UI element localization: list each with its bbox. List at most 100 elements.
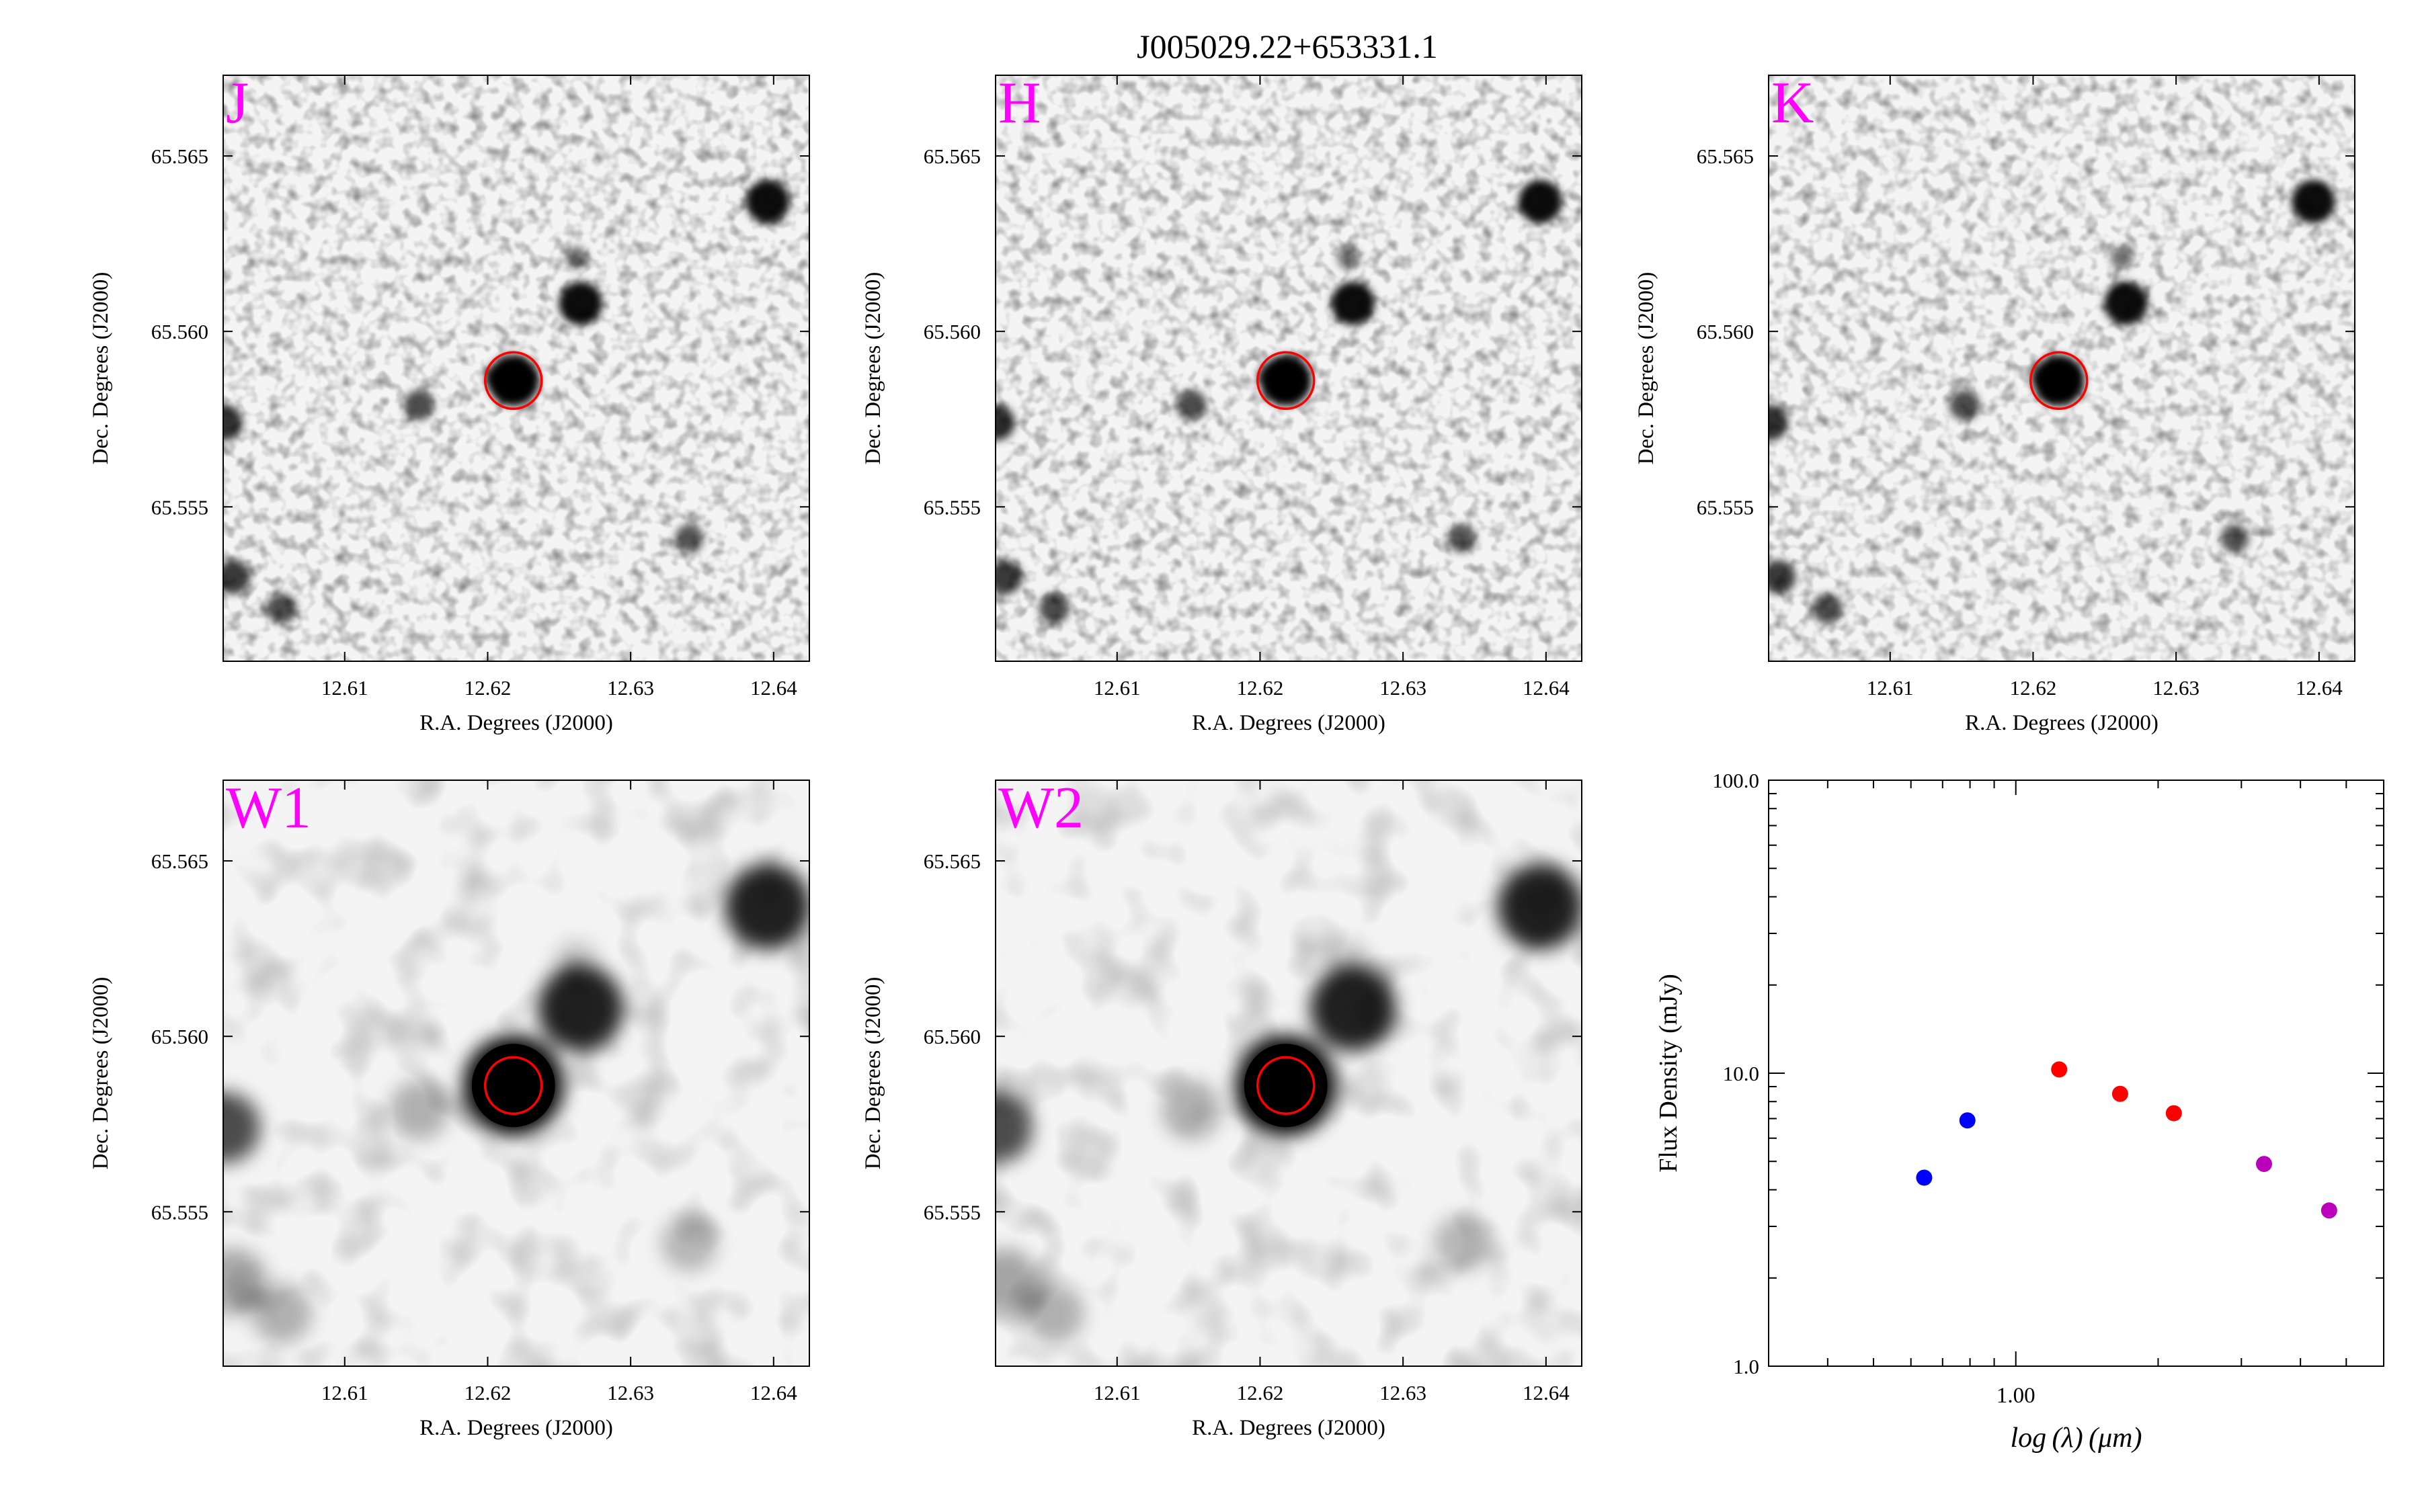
y-tick-label: 1.0 [1733, 1355, 1759, 1378]
cutout-image [996, 75, 1582, 661]
y-tick-label: 65.560 [924, 1025, 981, 1048]
band-label: K [1771, 71, 1814, 136]
sed-data-point [2255, 1156, 2272, 1173]
y-axis-label: Dec. Degrees (J2000) [89, 977, 113, 1170]
y-tick-label: 65.555 [151, 1200, 208, 1224]
x-tick-label: 12.62 [1237, 676, 1284, 700]
x-tick-label: 12.62 [1237, 1381, 1284, 1404]
star-source [996, 1091, 1033, 1163]
star-source [1497, 863, 1582, 950]
star-source [725, 863, 809, 950]
x-tick-label: 12.61 [321, 676, 368, 700]
x-axis-label: R.A. Degrees (J2000) [1192, 711, 1385, 735]
star-source [485, 362, 514, 392]
x-tick-label: 12.64 [1523, 1381, 1570, 1404]
cutout-panel-k: K 12.61 12.62 12.63 12.64 65.555 65.560 65.565 R… [1634, 71, 2355, 735]
x-tick-label: 12.63 [607, 1381, 654, 1404]
star-source [1176, 390, 1207, 421]
x-axis-label: R.A. Degrees (J2000) [1192, 1416, 1385, 1440]
y-tick-label: 65.560 [924, 320, 981, 343]
y-tick-label: 65.555 [924, 495, 981, 519]
target-core [471, 1044, 555, 1128]
sed-data-point [2051, 1061, 2068, 1078]
star-source [223, 1091, 261, 1163]
star-source [2104, 282, 2148, 325]
sed-data-point [1959, 1112, 1976, 1129]
cutout-image [223, 75, 809, 661]
x-tick-label: 12.62 [465, 676, 512, 700]
target-core [1244, 1044, 1328, 1128]
x-tick-label: 12.62 [2010, 676, 2057, 700]
star-source [2110, 246, 2134, 269]
y-tick-label: 65.565 [924, 144, 981, 168]
star-source [1769, 560, 1796, 595]
star-source [251, 1283, 312, 1344]
star-source [559, 282, 603, 325]
x-axis-label: log (λ) (μm) [2010, 1423, 2142, 1454]
cutout-panel-h: H 12.61 12.62 12.63 12.64 65.555 65.560 65.565 R… [861, 71, 1582, 735]
sources [996, 179, 1562, 624]
star-source [1309, 965, 1396, 1052]
y-tick-label: 65.560 [151, 320, 208, 343]
star-source [389, 1080, 450, 1140]
y-tick-label: 65.565 [151, 144, 208, 168]
sed-data-point [2111, 1085, 2128, 1102]
band-label: H [998, 71, 1041, 136]
cutout-image [223, 780, 809, 1366]
cutout-panel-w2: W2 12.61 12.62 12.63 12.64 65.555 65.560 65.565… [861, 775, 1582, 1440]
y-tick-label: 65.555 [151, 495, 208, 519]
panel-frame [995, 780, 1582, 1367]
star-source [1257, 362, 1286, 392]
y-tick-label: 100.0 [1712, 769, 1759, 792]
y-tick-label: 65.565 [1697, 144, 1754, 168]
y-tick-label: 65.560 [151, 1025, 208, 1048]
star-source [537, 965, 624, 1052]
star-source [2030, 362, 2059, 392]
cutout-image [996, 780, 1582, 1366]
panel-frame [223, 780, 810, 1367]
star-source [675, 524, 704, 553]
band-label: W2 [998, 775, 1084, 841]
sed-frame [1768, 780, 2384, 1367]
x-tick-label: 12.64 [2296, 676, 2343, 700]
figure-title: J005029.22+653331.1 [1137, 28, 1438, 65]
sed-data-point [2321, 1202, 2337, 1219]
x-tick-label: 12.64 [1523, 676, 1570, 700]
y-tick-label: 65.565 [151, 849, 208, 873]
y-tick-label: 10.0 [1723, 1062, 1759, 1085]
sed-data-point [1916, 1169, 1933, 1186]
star-source [1337, 246, 1361, 269]
sed-chart: 1.00 1.0 10.0 100.0 log (λ) (μm) Flux Density… [1654, 769, 2384, 1454]
y-axis-label: Flux Density (mJy) [1654, 974, 1683, 1173]
cutout-panels: J 12.61 12.62 12.63 12.64 65.555 65.560 65.565 R… [89, 71, 2355, 1440]
sed-data-point [2165, 1105, 2182, 1122]
star-source [223, 560, 251, 595]
y-axis-label: Dec. Degrees (J2000) [861, 272, 885, 465]
star-source [1812, 593, 1843, 624]
star-source [1769, 405, 1788, 441]
y-tick-label: 65.555 [1697, 495, 1754, 519]
cutout-panel-j: J 12.61 12.62 12.63 12.64 65.555 65.560 65.565 R… [89, 71, 810, 735]
x-tick-label: 12.63 [1379, 676, 1426, 700]
sources [223, 179, 790, 624]
cutout-panel-w1: W1 12.61 12.62 12.63 12.64 65.555 65.560 65.565… [89, 775, 810, 1440]
y-tick-label: 65.565 [924, 849, 981, 873]
star-source [1024, 1283, 1084, 1344]
sources [1769, 179, 2335, 624]
x-axis-label: R.A. Degrees (J2000) [419, 1416, 613, 1440]
y-tick-label: 65.555 [924, 1200, 981, 1224]
target-marker-circle [483, 1056, 543, 1116]
star-source [2220, 524, 2249, 553]
y-axis-label: Dec. Degrees (J2000) [89, 272, 113, 465]
star-source [996, 405, 1015, 441]
star-source [745, 179, 790, 224]
star-source [1326, 939, 1372, 986]
y-tick-label: 65.560 [1697, 320, 1754, 343]
x-tick-label: 12.63 [2152, 676, 2200, 700]
star-source [1161, 1080, 1222, 1140]
panel-frame [995, 75, 1582, 662]
star-source [2291, 179, 2335, 224]
x-axis-label: R.A. Degrees (J2000) [419, 711, 613, 735]
y-axis-label: Dec. Degrees (J2000) [861, 977, 885, 1170]
